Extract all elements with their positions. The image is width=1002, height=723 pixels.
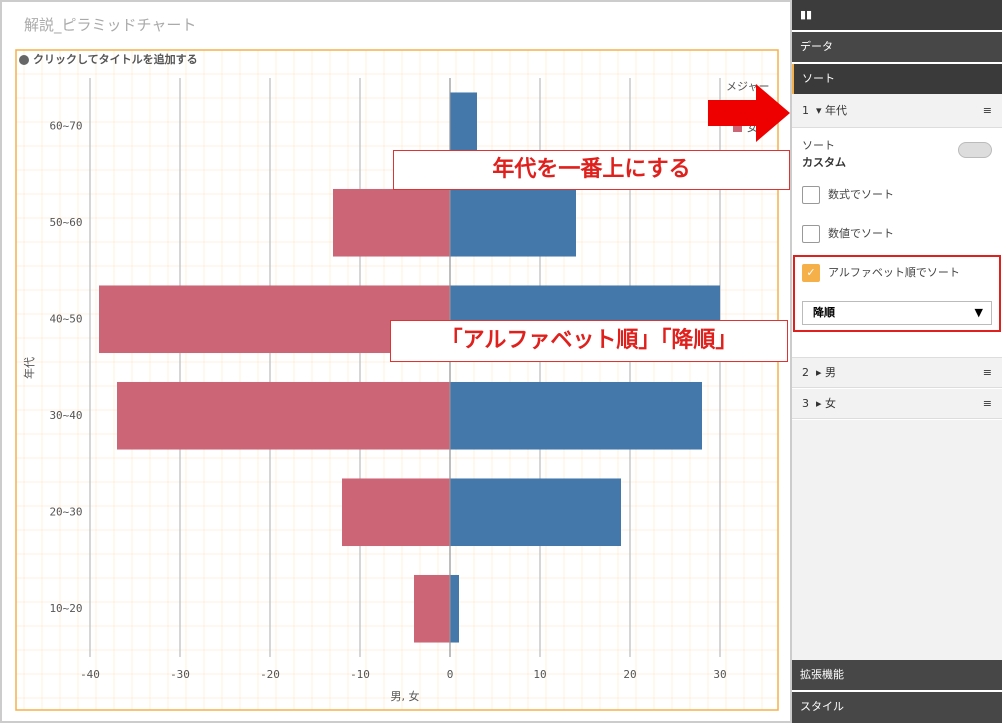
tab-style[interactable]: スタイル — [792, 692, 1002, 723]
label: 女 — [825, 397, 837, 410]
canvas — [0, 0, 792, 723]
index: 2 — [802, 366, 809, 379]
y-tick-label: 30~40 — [49, 409, 82, 422]
y-tick-label: 20~30 — [49, 505, 82, 518]
x-tick-label: 0 — [447, 668, 454, 681]
toolbar: ▮▮ — [792, 0, 1002, 30]
bar — [450, 574, 459, 643]
sort-item[interactable]: 3 ▸ 女 ≡ — [792, 389, 1002, 419]
label: 男 — [825, 366, 837, 379]
sort-item[interactable]: 1 ▾ 年代 ≡ — [792, 94, 1002, 128]
order-select[interactable]: 降順 ▼ — [802, 301, 992, 325]
panel-bg — [792, 420, 1002, 660]
bar — [450, 478, 621, 547]
tab-extension[interactable]: 拡張機能 — [792, 660, 1002, 690]
label: 年代 — [825, 104, 848, 117]
legend-swatch — [733, 123, 742, 132]
option-label: 数値でソート — [828, 227, 894, 240]
x-tick-label: -10 — [350, 668, 370, 681]
add-icon — [19, 55, 29, 65]
sort-label: ソート — [802, 139, 835, 152]
y-tick-label: 60~70 — [49, 119, 82, 132]
y-tick-label: 40~50 — [49, 312, 82, 325]
chart: クリックしてタイトルを追加する 男, 女 年代 メジャー -40 -30 -20 -1… — [15, 49, 779, 711]
y-tick-label: 10~20 — [49, 602, 82, 615]
bar — [450, 381, 702, 450]
x-axis-label: 男, 女 — [391, 689, 420, 703]
sheet-title: 解説_ピラミッドチャート — [24, 16, 197, 34]
tab-sort[interactable]: ソート — [792, 64, 1002, 94]
option[interactable]: 数値でソート — [802, 225, 894, 243]
sort-mode: カスタム — [802, 156, 846, 169]
option-label: アルファベット順でソート — [828, 266, 960, 279]
option[interactable]: 数式でソート — [802, 186, 894, 204]
annotation: 「アルファベット順」「降順」 — [390, 320, 788, 362]
bar — [342, 478, 450, 547]
sort-item[interactable]: 2 ▸ 男 ≡ — [792, 358, 1002, 388]
index: 1 — [802, 104, 809, 117]
arrow-shape — [708, 84, 790, 142]
x-tick-label: 20 — [623, 668, 636, 681]
order: 降順 — [813, 306, 835, 319]
legend-label: 女 — [747, 120, 758, 134]
x-tick-label: -40 — [80, 668, 100, 681]
highlight — [793, 255, 1001, 332]
y-tick-label: 50~60 — [49, 216, 82, 229]
bar — [450, 92, 477, 161]
annotation: 年代を一番上にする — [393, 150, 790, 190]
x-tick-label: 10 — [533, 668, 546, 681]
option-label: 数式でソート — [828, 188, 894, 201]
arrow — [708, 84, 790, 142]
option[interactable]: ✓ アルファベット順でソート — [802, 264, 960, 282]
x-tick-label: -20 — [260, 668, 280, 681]
x-tick-label: 30 — [713, 668, 726, 681]
toggle[interactable] — [958, 142, 992, 158]
chart-title-prompt[interactable]: クリックしてタイトルを追加する — [33, 52, 198, 66]
bar — [117, 381, 450, 450]
bar — [450, 188, 576, 257]
x-tick-label: -30 — [170, 668, 190, 681]
bar — [414, 574, 450, 643]
index: 3 — [802, 397, 809, 410]
y-axis-label: 年代 — [22, 357, 36, 379]
tab-data[interactable]: データ — [792, 32, 1002, 62]
selection-frame — [15, 49, 779, 711]
bar — [333, 188, 450, 257]
